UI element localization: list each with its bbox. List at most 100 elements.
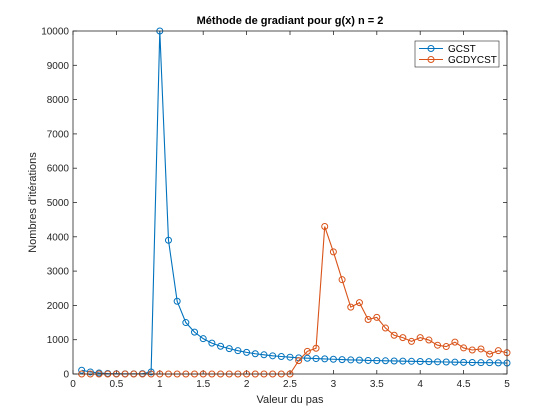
- y-tick-label: 7000: [47, 129, 70, 140]
- axis-ticks: 0 0.5 1 1.5 2 2.5 3 3.5 4 4.5 5 0 1000 2000 3000 4000 50…: [41, 27, 510, 391]
- legend-item: GCST: [419, 44, 476, 55]
- data-point: [425, 336, 433, 344]
- data-point: [486, 359, 494, 367]
- data-point: [451, 358, 459, 366]
- data-point: [173, 297, 181, 305]
- data-point: [78, 366, 86, 374]
- x-axis-label: Valeur du pas: [256, 394, 324, 406]
- data-point: [199, 335, 207, 343]
- x-tick-label: 4: [417, 379, 423, 390]
- plot-area: [73, 31, 507, 374]
- data-point: [399, 334, 407, 342]
- data-point: [460, 358, 468, 366]
- data-point: [347, 303, 355, 311]
- data-point: [373, 313, 381, 321]
- data-point: [390, 357, 398, 365]
- data-point: [243, 348, 251, 356]
- data-point: [468, 359, 476, 367]
- data-point: [234, 347, 242, 355]
- series-gcst: [78, 27, 511, 378]
- data-point: [86, 368, 94, 376]
- legend-item: GCDYCST: [419, 55, 497, 66]
- series-line: [81, 30, 508, 375]
- data-point: [468, 346, 476, 354]
- x-tick-label: 2: [244, 379, 250, 390]
- data-point: [399, 357, 407, 365]
- y-tick-label: 0: [63, 370, 69, 381]
- x-tick-label: 0.5: [109, 379, 123, 390]
- y-tick-label: 9000: [47, 61, 70, 72]
- y-tick-label: 5000: [47, 198, 70, 209]
- data-point: [338, 276, 346, 284]
- data-point: [416, 334, 424, 342]
- data-point: [303, 347, 311, 355]
- y-tick-label: 6000: [47, 164, 70, 175]
- plot-border: [72, 30, 508, 375]
- data-point: [277, 353, 285, 361]
- data-point: [269, 352, 277, 360]
- data-point: [347, 356, 355, 364]
- data-point: [364, 315, 372, 323]
- data-point: [251, 350, 259, 358]
- data-point: [460, 344, 468, 352]
- data-point: [364, 356, 372, 364]
- data-point: [486, 350, 494, 358]
- data-point: [442, 343, 450, 351]
- x-tick-label: 3: [331, 379, 337, 390]
- data-point: [434, 358, 442, 366]
- y-tick-label: 4000: [47, 232, 70, 243]
- data-point: [494, 359, 502, 367]
- data-point: [208, 339, 216, 347]
- data-point: [225, 345, 233, 353]
- x-tick-label: 0: [70, 379, 76, 390]
- data-point: [295, 357, 303, 365]
- data-point: [408, 337, 416, 345]
- legend-label: GCDYCST: [448, 55, 497, 66]
- chart-title: Méthode de gradiant pour g(x) n = 2: [197, 15, 384, 27]
- data-point: [381, 324, 389, 332]
- data-point: [408, 357, 416, 365]
- x-tick-label: 1.5: [196, 379, 210, 390]
- legend-label: GCST: [448, 44, 476, 55]
- data-point: [494, 347, 502, 355]
- data-point: [477, 345, 485, 353]
- y-tick-label: 3000: [47, 267, 70, 278]
- x-tick-label: 3.5: [370, 379, 384, 390]
- data-point: [329, 355, 337, 363]
- data-point: [416, 357, 424, 365]
- data-point: [477, 359, 485, 367]
- data-point: [442, 358, 450, 366]
- data-point: [338, 356, 346, 364]
- y-tick-label: 8000: [47, 95, 70, 106]
- legend-box: [414, 40, 500, 68]
- data-point: [355, 356, 363, 364]
- x-tick-label: 1: [157, 379, 163, 390]
- legend-marker: [427, 56, 435, 63]
- data-point: [164, 236, 172, 244]
- data-point: [147, 368, 155, 376]
- data-point: [286, 353, 294, 361]
- x-tick-label: 5: [504, 379, 510, 390]
- data-point: [381, 357, 389, 365]
- data-point: [312, 344, 320, 352]
- y-tick-label: 2000: [47, 301, 70, 312]
- data-point: [182, 319, 190, 327]
- data-point: [191, 328, 199, 336]
- data-point: [321, 223, 329, 231]
- y-axis-label: Nombres d'itérations: [27, 152, 39, 253]
- legend-marker: [427, 45, 435, 52]
- x-tick-label: 2.5: [283, 379, 297, 390]
- x-tick-label: 4.5: [457, 379, 471, 390]
- data-point: [312, 355, 320, 363]
- data-point: [321, 355, 329, 363]
- data-point: [451, 338, 459, 346]
- data-point: [329, 248, 337, 256]
- data-point: [390, 331, 398, 339]
- data-point: [434, 341, 442, 349]
- y-tick-label: 10000: [41, 27, 69, 38]
- data-point: [373, 357, 381, 365]
- data-point: [217, 342, 225, 350]
- data-point: [355, 299, 363, 307]
